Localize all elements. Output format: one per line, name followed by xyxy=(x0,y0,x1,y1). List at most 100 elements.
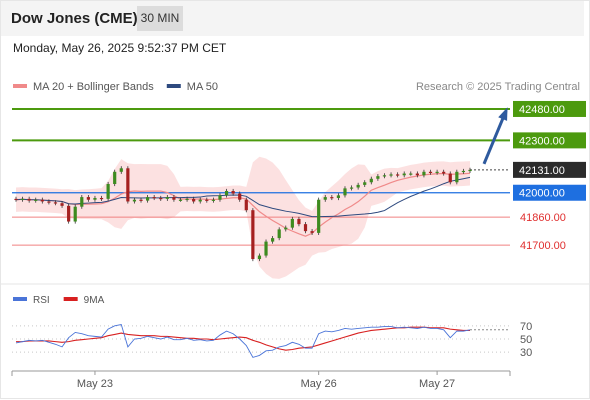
candle-body xyxy=(468,169,472,172)
level-42000-00-label: 42000.00 xyxy=(519,188,565,200)
candle-body xyxy=(231,190,235,194)
candle-body xyxy=(382,175,387,177)
candle-body xyxy=(271,238,275,242)
level-42131-00-label: 42131.00 xyxy=(519,165,565,177)
candle-body xyxy=(257,255,262,260)
candle-body xyxy=(238,193,242,200)
osc-tick-50: 50 xyxy=(520,334,532,346)
legend-label-1: MA 50 xyxy=(187,81,218,93)
candle-body xyxy=(126,168,130,202)
candle-body xyxy=(310,231,314,233)
candle-body xyxy=(132,199,137,202)
candle-body xyxy=(47,201,51,203)
candle-body xyxy=(211,199,215,201)
legend-swatch-0 xyxy=(13,84,27,88)
x-tick-label: May 26 xyxy=(301,378,337,390)
osc-legend-label-1: 9MA xyxy=(84,295,105,306)
osc-tick-30: 30 xyxy=(520,347,532,359)
candle-body xyxy=(303,224,308,232)
candle-body xyxy=(396,174,400,176)
candle-body xyxy=(145,197,150,201)
candle-body xyxy=(159,197,163,200)
candle-body xyxy=(178,199,183,201)
candle-body xyxy=(349,187,354,189)
x-tick-label: May 23 xyxy=(77,378,113,390)
candle-body xyxy=(53,202,58,204)
ma50-line xyxy=(15,176,471,218)
candle-body xyxy=(218,195,222,200)
projection-arrowhead xyxy=(498,107,508,121)
legend-label-0: MA 20 + Bollinger Bands xyxy=(33,81,154,93)
candle-body xyxy=(409,173,413,175)
candle-body xyxy=(264,241,268,256)
candle-body xyxy=(297,218,301,225)
watermark-text: Research © 2025 Trading Central xyxy=(416,81,580,93)
x-tick-label: May 27 xyxy=(419,378,455,390)
candle-body xyxy=(376,176,380,179)
level-42131-00-tag xyxy=(513,161,586,178)
candle-body xyxy=(40,199,44,202)
candle-body xyxy=(172,197,176,200)
candle-body xyxy=(448,173,452,183)
candle-body xyxy=(415,173,419,176)
candle-body xyxy=(93,197,97,200)
candle-body xyxy=(363,182,367,185)
candle-body xyxy=(205,199,209,201)
candle-body xyxy=(119,168,123,172)
candle-body xyxy=(27,198,31,201)
chart-header: Dow Jones (CME) 30 MIN xyxy=(0,0,584,36)
candle-body xyxy=(244,199,248,211)
level-42480-00-tag xyxy=(513,100,586,117)
candle-body xyxy=(20,198,25,201)
candle-body xyxy=(113,171,117,185)
legend-swatch-1 xyxy=(166,84,181,88)
bollinger-band xyxy=(16,156,470,279)
candle-body xyxy=(224,190,229,196)
instrument-title: Dow Jones (CME) xyxy=(11,10,138,27)
candle-body xyxy=(277,229,281,239)
osc-tick-70: 70 xyxy=(520,321,532,333)
candle-body xyxy=(139,199,143,201)
candle-body xyxy=(330,197,334,199)
candle-body xyxy=(343,188,347,196)
candle-body xyxy=(67,205,71,222)
candle-body xyxy=(86,197,90,200)
candle-body xyxy=(80,197,84,207)
candle-body xyxy=(428,171,433,173)
candle-body xyxy=(14,198,18,201)
candle-body xyxy=(34,199,38,201)
candle-body xyxy=(73,206,77,222)
candle-body xyxy=(106,184,110,199)
candle-body xyxy=(192,198,196,202)
candle-body xyxy=(455,171,459,183)
rsi-line xyxy=(15,324,471,358)
osc-legend-label-0: RSI xyxy=(33,295,50,306)
osc-legend-swatch-1 xyxy=(63,297,78,301)
level-42300-00-label: 42300.00 xyxy=(519,135,565,147)
candle-body xyxy=(152,197,156,199)
candle-body xyxy=(461,170,466,173)
ma9-line xyxy=(16,326,470,351)
candle-body xyxy=(99,197,104,200)
candle-body xyxy=(442,171,446,174)
candle-body xyxy=(356,184,360,188)
osc-legend-swatch-0 xyxy=(13,297,27,301)
level-42300-00-tag xyxy=(513,132,586,149)
candle-body xyxy=(369,178,373,183)
candle-body xyxy=(323,197,327,200)
candle-body xyxy=(60,203,64,206)
projection-arrow xyxy=(482,110,508,165)
candle-body xyxy=(185,198,189,201)
candle-body xyxy=(422,171,426,176)
candle-body xyxy=(290,218,294,228)
level-41860-00-label: 41860.00 xyxy=(520,212,566,224)
candle-body xyxy=(251,210,255,260)
candle-body xyxy=(336,195,341,198)
candle-body xyxy=(165,197,169,199)
chart-timestamp: Monday, May 26, 2025 9:52:37 PM CET xyxy=(13,41,227,55)
level-42480-00-label: 42480.00 xyxy=(519,104,565,116)
timeframe-button[interactable]: 30 MIN xyxy=(137,6,183,31)
candle-body xyxy=(198,199,202,202)
candle-body xyxy=(317,199,321,233)
